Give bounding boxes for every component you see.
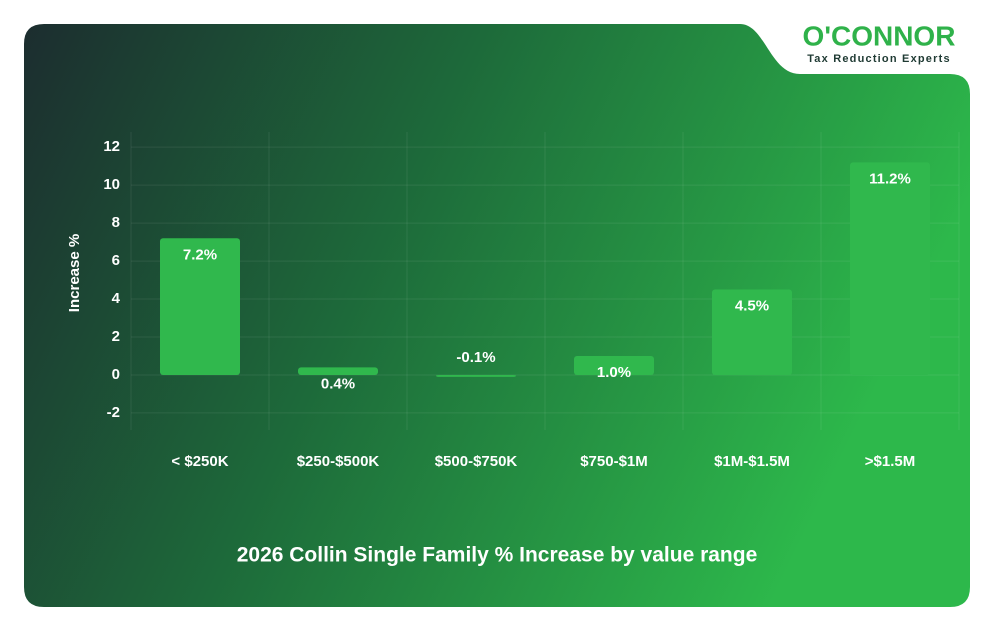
value-label: 4.5% (735, 298, 769, 315)
x-tick-label: >$1.5M (865, 453, 915, 470)
bar (160, 238, 240, 375)
value-label: 0.4% (321, 375, 355, 392)
x-tick-label: $750-$1M (580, 453, 648, 470)
x-tick-label: $500-$750K (435, 453, 518, 470)
y-tick-label: 0 (112, 366, 120, 383)
y-tick-label: 8 (112, 214, 120, 231)
y-tick-label: 2 (112, 328, 120, 345)
y-axis-label: Increase % (66, 234, 83, 312)
y-tick-label: 10 (103, 176, 120, 193)
y-tick-label: 4 (112, 290, 121, 307)
brand-name: O'CONNOR (803, 20, 956, 51)
bar (436, 374, 516, 377)
brand-tagline: Tax Reduction Experts (807, 53, 951, 65)
bar (712, 289, 792, 375)
value-label: 11.2% (869, 170, 911, 187)
card (24, 24, 970, 607)
x-tick-label: $1M-$1.5M (714, 453, 790, 470)
bar (850, 162, 930, 375)
x-tick-label: < $250K (171, 453, 228, 470)
y-tick-label: -2 (107, 404, 120, 421)
x-tick-label: $250-$500K (297, 453, 380, 470)
value-label: 7.2% (183, 246, 217, 263)
bar (574, 355, 654, 375)
value-label: 1.0% (597, 364, 631, 381)
chart-title: 2026 Collin Single Family % Increase by … (237, 544, 758, 567)
bar (298, 367, 378, 375)
value-label: -0.1% (456, 349, 495, 366)
y-tick-label: 12 (103, 138, 120, 155)
y-tick-label: 6 (112, 252, 120, 269)
